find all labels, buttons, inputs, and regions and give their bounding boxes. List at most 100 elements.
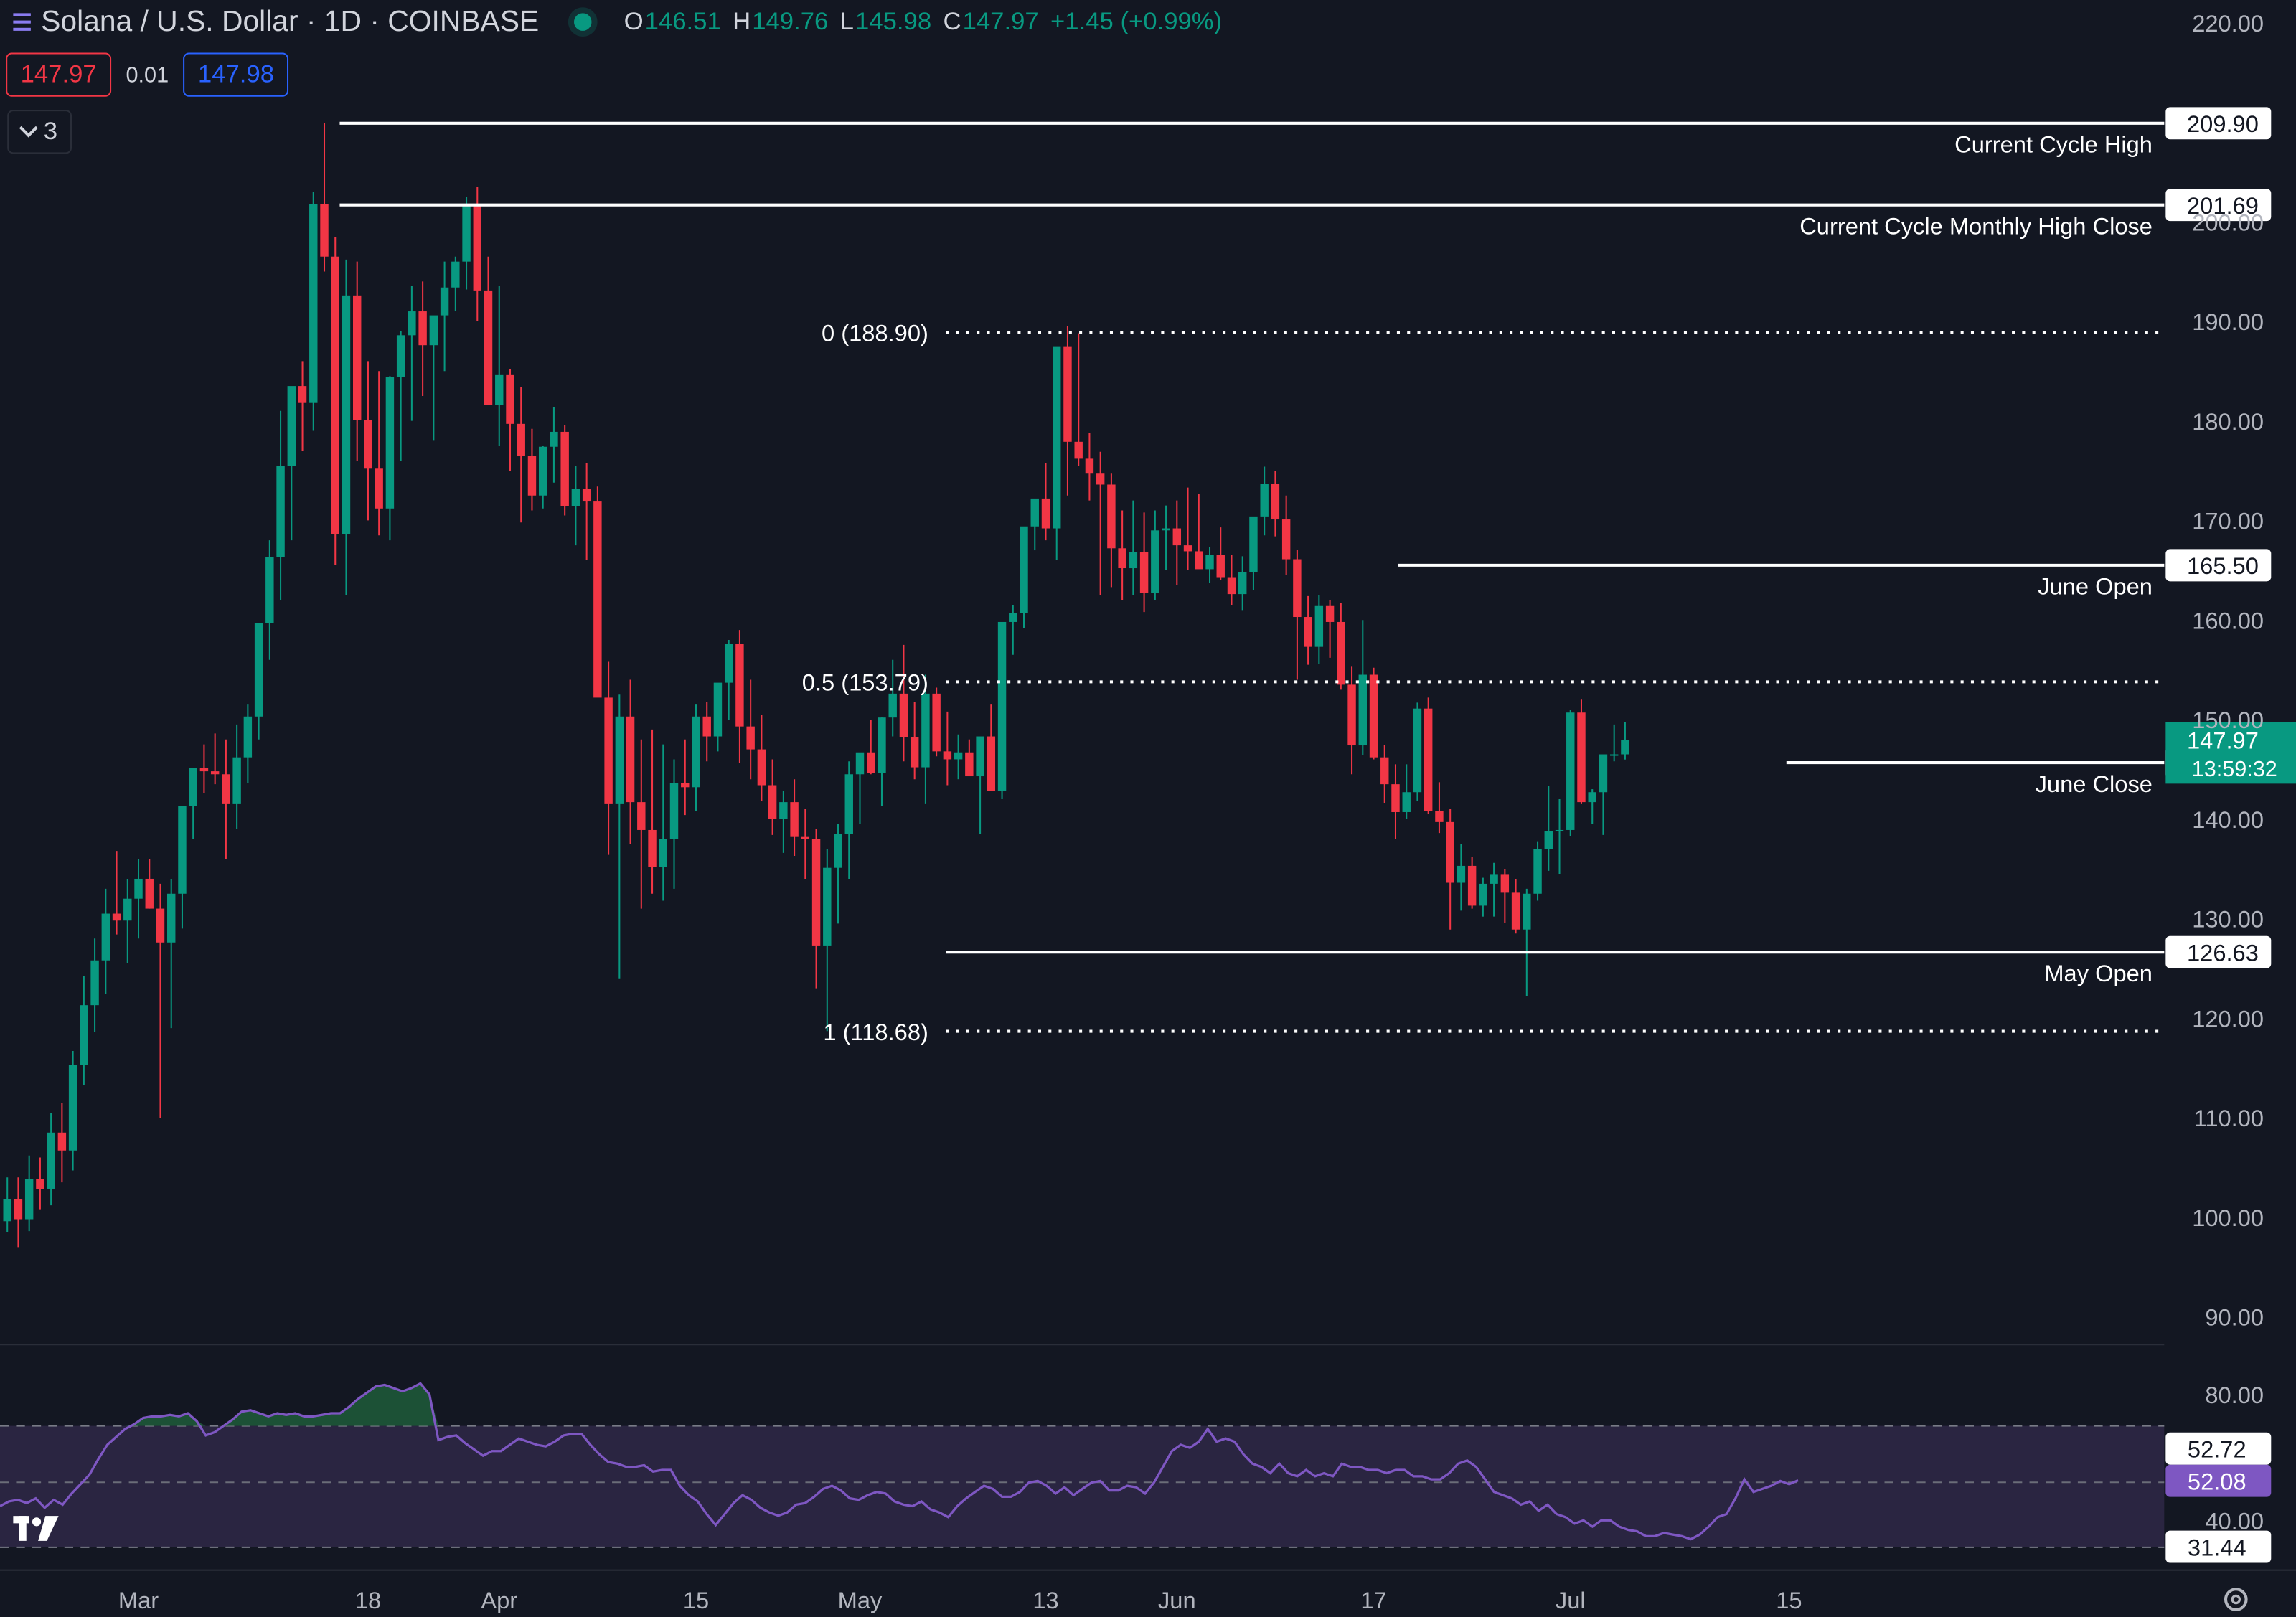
candle	[1577, 699, 1586, 804]
candle	[156, 883, 165, 1118]
candle-body	[1490, 874, 1498, 884]
candle-body	[910, 737, 919, 768]
candle	[604, 661, 613, 855]
candle	[451, 256, 460, 312]
candle	[801, 808, 810, 879]
candle	[1085, 433, 1094, 501]
candle-body	[47, 1132, 55, 1189]
candle-body	[1085, 458, 1094, 474]
sell-button[interactable]: 147.97	[6, 52, 112, 97]
candle-body	[1281, 519, 1291, 560]
candle	[178, 806, 187, 929]
price-tick-label: 90.00	[2205, 1304, 2264, 1331]
candle	[1205, 547, 1214, 583]
candle	[1314, 595, 1324, 664]
candle	[1523, 888, 1531, 996]
candle-body	[375, 468, 383, 509]
candle	[1195, 493, 1203, 570]
candle	[484, 256, 493, 405]
candle	[1391, 764, 1400, 839]
candle	[1555, 798, 1564, 874]
candle	[910, 701, 919, 780]
price-tick-label: 190.00	[2192, 308, 2264, 335]
candle	[976, 736, 984, 834]
candle-body	[1500, 874, 1510, 893]
candle-body	[90, 960, 99, 1006]
candle	[1337, 603, 1345, 690]
candle-body	[1523, 893, 1531, 930]
candle	[396, 331, 405, 461]
candle	[1139, 512, 1149, 613]
time-axis: Mar 18 Apr 15 May 13 Jun 17 Jul 15	[118, 1587, 1802, 1613]
candle-body	[243, 716, 253, 758]
candle	[811, 829, 821, 989]
rsi-marker-text: 31.44	[2188, 1534, 2246, 1560]
candle	[867, 719, 875, 775]
candle	[36, 1157, 44, 1210]
tradingview-logo-icon[interactable]	[13, 1516, 59, 1541]
candle	[364, 361, 372, 521]
candle-body	[954, 752, 963, 760]
candle-body	[1435, 811, 1444, 822]
candle	[429, 315, 438, 441]
candle-body	[134, 878, 143, 899]
candle-body	[1544, 831, 1553, 849]
candle-body	[1402, 792, 1411, 812]
candle-body	[199, 768, 209, 772]
candle-body	[112, 913, 121, 921]
candle-body	[1511, 892, 1520, 930]
candle-body	[1227, 577, 1236, 595]
candle-body	[1358, 674, 1368, 746]
candle-body	[1413, 708, 1422, 793]
candle	[1457, 844, 1466, 911]
candle	[1358, 620, 1368, 755]
candle-body	[178, 806, 187, 894]
candle-body	[418, 311, 427, 346]
gear-icon[interactable]	[2224, 1588, 2248, 1611]
level-label: Current Cycle High	[1954, 131, 2152, 158]
candle-body	[997, 621, 1007, 791]
time-tick-label: 13	[1032, 1587, 1058, 1613]
trade-prices: 147.97 0.01 147.98	[6, 52, 289, 97]
candle	[1500, 869, 1510, 923]
candle-body	[681, 783, 690, 788]
price-tick-label: 140.00	[2192, 806, 2264, 833]
candle	[1053, 346, 1061, 560]
candle	[713, 682, 723, 752]
time-tick-label: 15	[683, 1587, 709, 1613]
candle-body	[669, 783, 679, 839]
candle-body	[1467, 865, 1477, 906]
indicators-toggle-button[interactable]: 3	[7, 110, 72, 154]
candle	[965, 739, 974, 777]
candle	[538, 446, 547, 509]
candle-body	[331, 256, 339, 534]
candle-body	[1151, 530, 1159, 593]
ohlc-close: C 147.97	[943, 7, 1039, 36]
candle	[855, 752, 865, 824]
candle	[844, 761, 853, 879]
candle	[506, 369, 514, 471]
rsi-marker-tag	[2165, 1464, 2272, 1497]
candle-body	[713, 682, 723, 737]
candle	[1249, 516, 1258, 590]
rsi-marker-text: 52.08	[2188, 1468, 2246, 1494]
candle-body	[1074, 441, 1083, 459]
candle-body	[746, 726, 755, 750]
candle-body	[1337, 621, 1345, 685]
symbol-title[interactable]: Solana / U.S. Dollar · 1D · COINBASE	[41, 5, 540, 38]
candle-body	[1293, 559, 1302, 618]
candle	[550, 407, 558, 483]
candle-body	[888, 693, 897, 718]
level-price-tag	[2165, 549, 2272, 582]
candle	[495, 285, 504, 446]
candle	[1402, 764, 1411, 819]
level-line: June Open 165.50	[1398, 549, 2272, 600]
candle-body	[987, 736, 996, 791]
price-change: +1.45 (+0.99%)	[1050, 7, 1223, 36]
candle-body	[550, 431, 558, 447]
candle-body	[123, 898, 132, 921]
candle-body	[3, 1199, 11, 1222]
buy-button[interactable]: 147.98	[183, 52, 289, 97]
candle	[199, 744, 209, 793]
